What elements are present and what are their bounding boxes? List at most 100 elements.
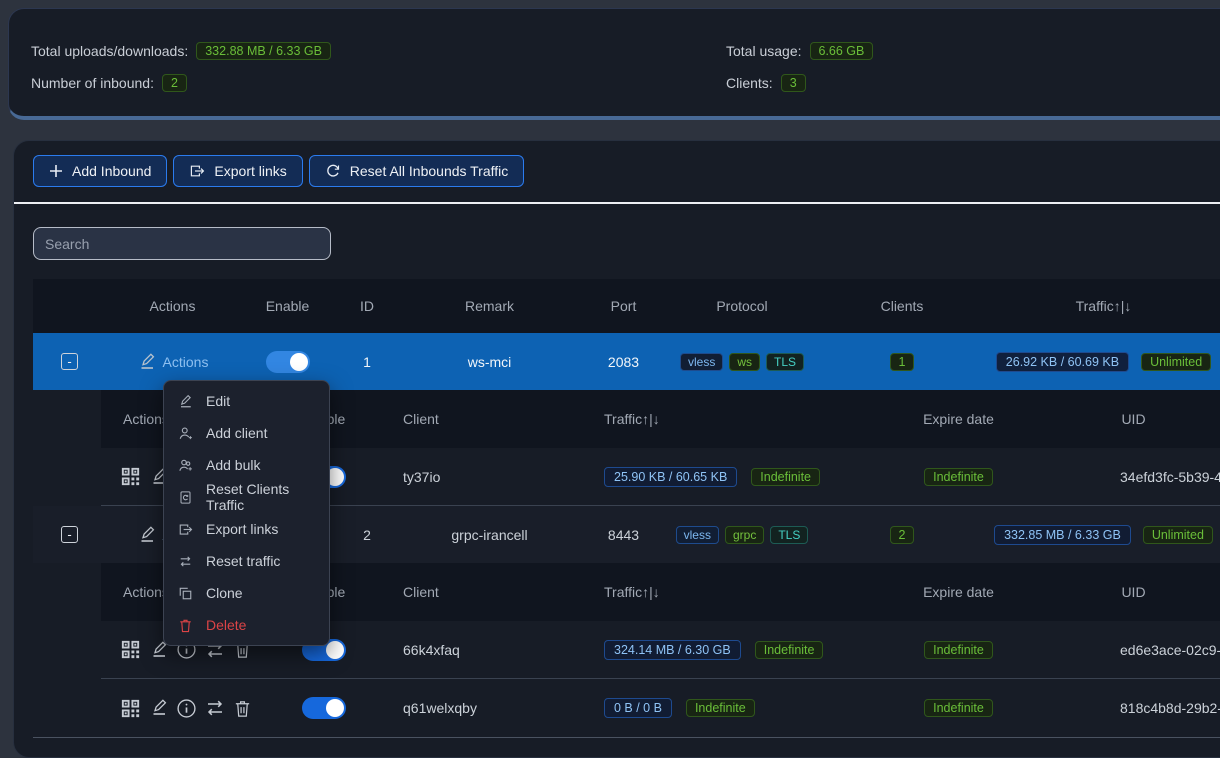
menu-item-clone[interactable]: Clone bbox=[164, 577, 329, 609]
menu-item-label: Export links bbox=[206, 521, 279, 537]
inbound-count-label: Number of inbound: bbox=[31, 75, 154, 91]
add-bulk-icon bbox=[178, 458, 193, 473]
inbound-port: 8443 bbox=[607, 526, 640, 543]
traffic-badge: 332.85 MB / 6.33 GB bbox=[994, 524, 1131, 545]
protocol-tag: vless bbox=[675, 525, 719, 544]
qrcode-icon[interactable] bbox=[119, 465, 142, 488]
total-updown-label: Total uploads/downloads: bbox=[31, 43, 189, 59]
collapse-row-button[interactable]: - bbox=[61, 353, 78, 370]
menu-item-reset-clients-traffic[interactable]: Reset Clients Traffic bbox=[164, 481, 329, 513]
client-uid: ed6e3ace-02c9-4 bbox=[1120, 641, 1220, 658]
add-inbound-button[interactable]: Add Inbound bbox=[33, 155, 168, 187]
reset-traffic-icon[interactable] bbox=[204, 698, 226, 718]
total-usage-badge: 6.66 GB bbox=[809, 42, 874, 60]
actions-dropdown-menu: Edit Add client Add bulk Reset Clients T… bbox=[163, 380, 330, 646]
menu-item-delete[interactable]: Delete bbox=[164, 609, 329, 641]
export-links-icon bbox=[178, 522, 193, 537]
sub-header-expire: Expire date bbox=[923, 411, 994, 427]
menu-item-label: Add bulk bbox=[206, 457, 261, 473]
reset-clients-traffic-icon bbox=[178, 490, 193, 505]
clients-count-badge: 3 bbox=[780, 74, 806, 92]
clients-count-tag: 1 bbox=[889, 352, 915, 371]
menu-item-label: Edit bbox=[206, 393, 231, 409]
client-limit-badge: Indefinite bbox=[754, 640, 824, 659]
inbound-remark: grpc-irancell bbox=[451, 526, 528, 543]
inbound-remark: ws-mci bbox=[467, 353, 512, 370]
inbound-protocol-tags: vless ws TLS bbox=[666, 352, 818, 371]
reset-all-traffic-button[interactable]: Reset All Inbounds Traffic bbox=[308, 155, 525, 187]
qrcode-icon[interactable] bbox=[119, 638, 142, 661]
delete-icon bbox=[178, 618, 193, 633]
menu-item-add-bulk[interactable]: Add bulk bbox=[164, 449, 329, 481]
clone-icon bbox=[178, 586, 193, 601]
client-expire-badge: Indefinite bbox=[924, 699, 993, 717]
sub-header-actions: Actions bbox=[123, 584, 169, 600]
menu-item-label: Clone bbox=[206, 585, 243, 601]
menu-item-label: Add client bbox=[206, 425, 268, 441]
client-expire-badge: Indefinite bbox=[924, 467, 993, 486]
header-port[interactable]: Port bbox=[610, 298, 637, 314]
client-traffic-badge: 0 B / 0 B bbox=[604, 698, 672, 718]
toolbar: Add Inbound Export links Reset All Inbou… bbox=[33, 155, 525, 187]
total-usage-label: Total usage: bbox=[726, 43, 802, 59]
client-row: q61welxqby 0 B / 0 B Indefinite Indefini… bbox=[101, 679, 1220, 737]
header-protocol: Protocol bbox=[716, 298, 768, 314]
traffic-limit-badge: Unlimited bbox=[1142, 525, 1213, 544]
client-name: 66k4xfaq bbox=[403, 641, 460, 658]
client-uid: 34efd3fc-5b39-45 bbox=[1120, 468, 1220, 485]
sub-header-traffic[interactable]: Traffic↑|↓ bbox=[604, 584, 660, 600]
edit-icon[interactable] bbox=[137, 352, 157, 372]
header-remark[interactable]: Remark bbox=[464, 298, 514, 314]
client-row: ty37io 25.90 KB / 60.65 KB Indefinite In… bbox=[101, 448, 1220, 506]
client-name: q61welxqby bbox=[403, 700, 477, 716]
clients-count-tag: 2 bbox=[889, 525, 915, 544]
inbound-protocol-tags: vless grpc TLS bbox=[666, 525, 818, 544]
security-tag: TLS bbox=[766, 352, 805, 371]
info-icon[interactable] bbox=[176, 698, 197, 719]
plus-icon bbox=[49, 164, 63, 178]
search-input[interactable] bbox=[33, 227, 331, 260]
header-actions: Actions bbox=[149, 298, 196, 314]
sub-header-client: Client bbox=[403, 411, 439, 427]
qrcode-icon[interactable] bbox=[119, 697, 142, 720]
actions-dropdown-trigger[interactable]: Actions bbox=[162, 353, 209, 370]
inbound-port: 2083 bbox=[607, 353, 640, 370]
add-client-icon bbox=[178, 426, 193, 441]
client-limit-badge: Indefinite bbox=[685, 699, 755, 717]
inbound-count-badge: 2 bbox=[161, 74, 187, 92]
toolbar-divider bbox=[14, 202, 1220, 204]
network-tag: ws bbox=[729, 352, 760, 371]
stats-card: Total uploads/downloads: 332.88 MB / 6.3… bbox=[8, 8, 1220, 120]
delete-icon[interactable] bbox=[233, 699, 252, 718]
edit-icon bbox=[178, 394, 193, 409]
header-clients: Clients bbox=[880, 298, 924, 314]
collapse-row-button[interactable]: - bbox=[61, 526, 78, 543]
reload-icon bbox=[325, 163, 341, 179]
header-traffic[interactable]: Traffic↑|↓ bbox=[1075, 298, 1132, 314]
edit-icon[interactable] bbox=[137, 525, 157, 545]
sub-header-uid: UID bbox=[1121, 411, 1146, 427]
sub-header-actions: Actions bbox=[123, 411, 169, 427]
menu-item-add-client[interactable]: Add client bbox=[164, 417, 329, 449]
menu-item-export-links[interactable]: Export links bbox=[164, 513, 329, 545]
export-icon bbox=[189, 163, 205, 179]
client-expire-badge: Indefinite bbox=[924, 640, 993, 659]
sub-header-traffic[interactable]: Traffic↑|↓ bbox=[604, 411, 660, 427]
header-id[interactable]: ID bbox=[360, 298, 374, 314]
export-links-button[interactable]: Export links bbox=[173, 155, 303, 187]
menu-item-reset-traffic[interactable]: Reset traffic bbox=[164, 545, 329, 577]
reset-traffic-icon bbox=[178, 554, 193, 569]
edit-icon[interactable] bbox=[149, 698, 169, 718]
menu-item-edit[interactable]: Edit bbox=[164, 385, 329, 417]
menu-item-label: Delete bbox=[206, 617, 247, 633]
clients-count-label: Clients: bbox=[726, 75, 773, 91]
total-updown-badge: 332.88 MB / 6.33 GB bbox=[196, 42, 331, 60]
enable-toggle[interactable] bbox=[265, 350, 310, 373]
sub-header-expire: Expire date bbox=[923, 584, 994, 600]
menu-item-label: Reset traffic bbox=[206, 553, 281, 569]
add-inbound-label: Add Inbound bbox=[72, 163, 152, 179]
client-enable-toggle[interactable] bbox=[301, 697, 346, 719]
client-traffic-badge: 324.14 MB / 6.30 GB bbox=[604, 639, 741, 660]
sub-header-uid: UID bbox=[1121, 584, 1146, 600]
inbound-id: 1 bbox=[363, 353, 371, 370]
